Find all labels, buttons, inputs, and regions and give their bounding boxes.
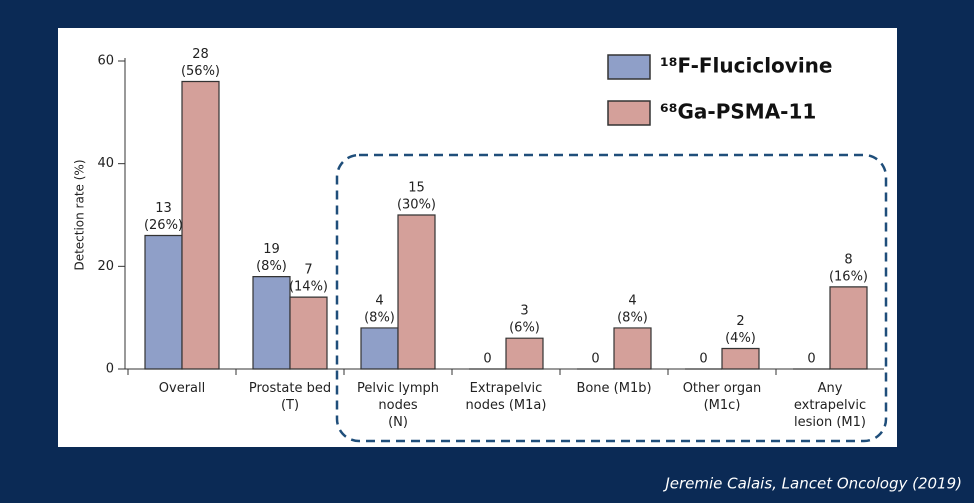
percent-label: (8%) xyxy=(256,259,287,274)
x-tick-label-line: extrapelvic xyxy=(794,398,866,413)
bar xyxy=(252,276,291,370)
count-label: 3 xyxy=(520,304,528,319)
x-tick-label-line: (M1c) xyxy=(704,398,741,413)
count-label: 8 xyxy=(844,252,852,267)
legend-swatch xyxy=(607,100,651,126)
x-tick-label-line: Any xyxy=(818,381,843,396)
x-tick-label-line: lesion (M1) xyxy=(794,415,866,430)
percent-label: (56%) xyxy=(181,64,220,79)
x-tick-label: Bone (M1b) xyxy=(576,381,651,396)
bar xyxy=(721,347,760,370)
x-tick-label-line: Prostate bed xyxy=(249,381,331,396)
count-label: 28 xyxy=(192,47,209,62)
bar xyxy=(289,296,328,370)
x-tick-label: Other organ (M1c) xyxy=(683,381,762,413)
bar xyxy=(505,337,544,370)
percent-label: (26%) xyxy=(144,218,183,233)
count-label: 2 xyxy=(736,314,744,329)
percent-label: (30%) xyxy=(397,198,436,213)
x-tick-label-line: Pelvic lymph xyxy=(357,381,439,396)
bar xyxy=(829,286,868,370)
bar xyxy=(181,80,220,370)
count-label: 4 xyxy=(628,293,636,308)
x-tick-label: Prostate bed (T) xyxy=(249,381,331,413)
legend-label: ¹⁸F-Fluciclovine xyxy=(660,54,832,78)
x-tick-label: Any extrapelvic lesion (M1) xyxy=(794,381,866,430)
count-label: 7 xyxy=(304,263,312,278)
count-label: 15 xyxy=(408,181,425,196)
percent-label: (16%) xyxy=(829,269,868,284)
y-tick-label: 20 xyxy=(97,259,114,274)
bar xyxy=(360,327,399,370)
x-tick-label-line: Bone (M1b) xyxy=(576,381,651,396)
count-label: 13 xyxy=(155,201,172,216)
percent-label: (8%) xyxy=(364,310,395,325)
x-tick-label: Overall xyxy=(159,381,205,396)
y-tick-label: 60 xyxy=(97,54,114,69)
x-tick-label-line: nodes xyxy=(378,398,417,413)
count-label: 0 xyxy=(483,352,491,367)
percent-label: (14%) xyxy=(289,280,328,295)
count-label: 0 xyxy=(699,352,707,367)
x-tick-label-line: (T) xyxy=(281,398,299,413)
percent-label: (8%) xyxy=(617,310,648,325)
count-label: 4 xyxy=(375,293,383,308)
x-tick-label-line: Extrapelvic xyxy=(470,381,543,396)
bar xyxy=(613,327,652,370)
x-tick-label-line: nodes (M1a) xyxy=(466,398,547,413)
x-tick-label-line: Other organ xyxy=(683,381,762,396)
x-tick-label-line: Overall xyxy=(159,381,205,396)
y-tick-label: 0 xyxy=(106,362,114,377)
count-label: 19 xyxy=(263,242,280,257)
credit: Jeremie Calais, Lancet Oncology (2019) xyxy=(662,475,962,493)
legend-label: ⁶⁸Ga-PSMA-11 xyxy=(660,100,816,124)
y-tick-label: 40 xyxy=(97,156,114,171)
highlight-box xyxy=(335,153,888,443)
percent-label: (6%) xyxy=(509,321,540,336)
x-tick-label: Pelvic lymph nodes (N) xyxy=(357,381,439,430)
bar xyxy=(144,234,183,370)
y-axis-label: Detection rate (%) xyxy=(73,159,87,270)
x-tick-label: Extrapelvic nodes (M1a) xyxy=(466,381,547,413)
x-tick-label-line: (N) xyxy=(388,415,408,430)
percent-label: (4%) xyxy=(725,331,756,346)
legend-swatch xyxy=(607,54,651,80)
count-label: 0 xyxy=(807,352,815,367)
count-label: 0 xyxy=(591,352,599,367)
bar xyxy=(397,214,436,370)
